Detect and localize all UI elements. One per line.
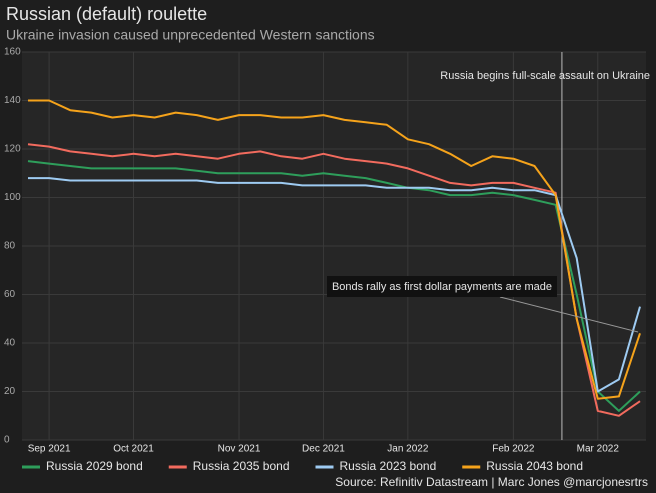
series-line bbox=[27, 160, 641, 412]
event-annotation: Russia begins full-scale assault on Ukra… bbox=[440, 70, 650, 82]
y-tick-label: 120 bbox=[4, 144, 21, 155]
rally-annotation: Bonds rally as first dollar payments are… bbox=[332, 281, 552, 293]
y-tick-label: 0 bbox=[4, 435, 10, 446]
x-tick-label: Jan 2022 bbox=[387, 444, 429, 455]
series-line bbox=[27, 143, 641, 417]
x-tick-label: Nov 2021 bbox=[218, 444, 261, 455]
legend-label: Russia 2035 bond bbox=[193, 459, 290, 473]
x-tick-label: Feb 2022 bbox=[492, 444, 535, 455]
annotation-box bbox=[327, 276, 557, 297]
y-tick-label: 60 bbox=[4, 289, 16, 300]
series-line bbox=[28, 99, 641, 400]
x-tick-label: Sep 2021 bbox=[28, 444, 71, 455]
x-tick-label: Oct 2021 bbox=[113, 444, 154, 455]
y-tick-label: 20 bbox=[4, 386, 16, 397]
y-tick-label: 140 bbox=[4, 95, 21, 106]
x-tick-label: Mar 2022 bbox=[577, 444, 620, 455]
annotation-leader bbox=[499, 296, 639, 333]
x-tick-label: Dec 2021 bbox=[302, 444, 345, 455]
y-tick-label: 40 bbox=[4, 338, 16, 349]
series-line bbox=[28, 177, 641, 393]
chart-title: Russian (default) roulette bbox=[6, 4, 207, 24]
chart-subtitle: Ukraine invasion caused unprecedented We… bbox=[6, 27, 375, 43]
y-tick-label: 80 bbox=[4, 241, 16, 252]
y-tick-label: 100 bbox=[4, 192, 21, 203]
legend-label: Russia 2043 bond bbox=[486, 459, 583, 473]
legend-label: Russia 2023 bond bbox=[340, 459, 437, 473]
legend-label: Russia 2029 bond bbox=[46, 459, 143, 473]
y-tick-label: 160 bbox=[4, 47, 21, 58]
source: Source: Refinitiv Datastream | Marc Jone… bbox=[335, 475, 648, 489]
